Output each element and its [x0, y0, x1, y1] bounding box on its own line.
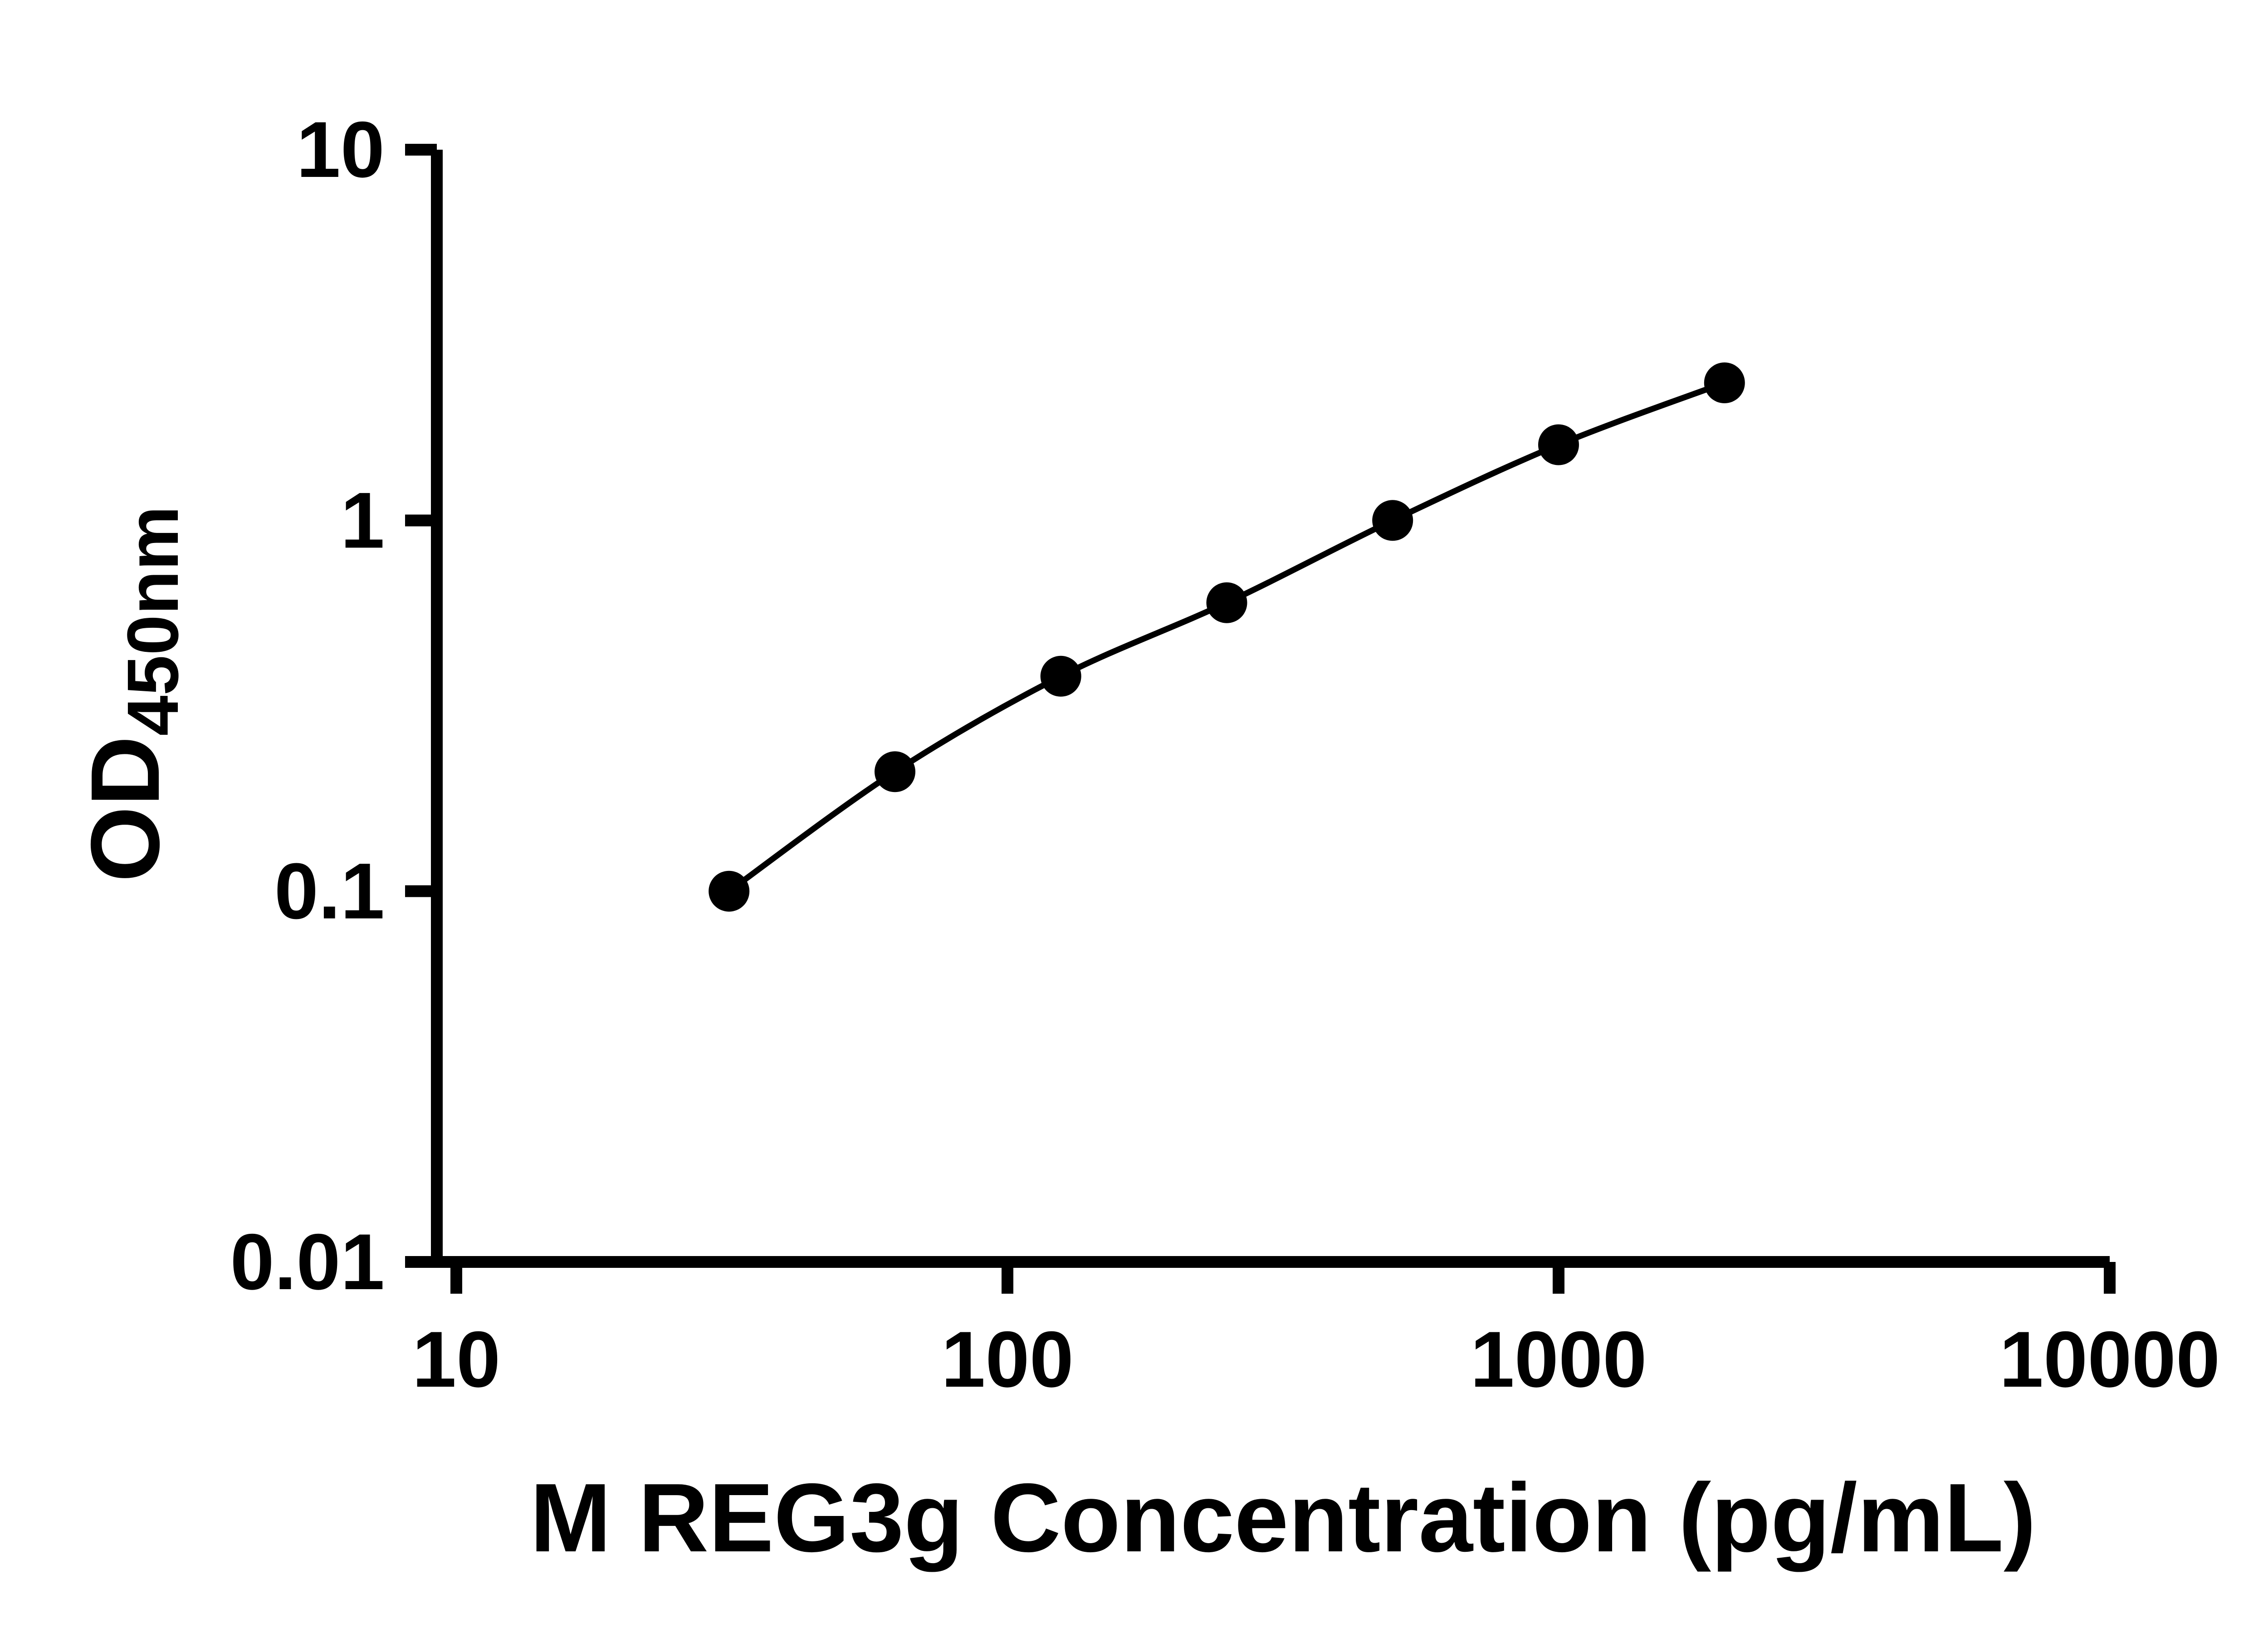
data-point	[1538, 424, 1579, 465]
y-axis-title-main: OD	[70, 736, 180, 882]
y-tick-label: 0.1	[274, 847, 385, 936]
y-tick-label: 1	[341, 476, 385, 565]
data-point	[1040, 655, 1081, 697]
x-tick-label: 100	[941, 1315, 1074, 1404]
data-point	[709, 870, 750, 912]
y-tick-label: 0.01	[230, 1218, 385, 1306]
standard-curve-line	[726, 380, 1728, 895]
y-axis-title: OD450nm	[70, 506, 193, 882]
y-tick-label: 10	[296, 106, 385, 194]
data-point	[1372, 500, 1413, 541]
data-point	[1206, 582, 1247, 623]
data-point	[875, 751, 915, 792]
x-axis-title: M REG3g Concentration (pg/mL)	[530, 1463, 2036, 1572]
axis-lines	[431, 150, 2110, 1268]
x-tick-label: 10000	[1999, 1315, 2220, 1404]
y-axis-title-sub: 450nm	[112, 506, 193, 736]
x-tick-label: 1000	[1470, 1315, 1647, 1404]
data-point	[1704, 362, 1745, 403]
x-tick-label: 10	[412, 1315, 501, 1404]
